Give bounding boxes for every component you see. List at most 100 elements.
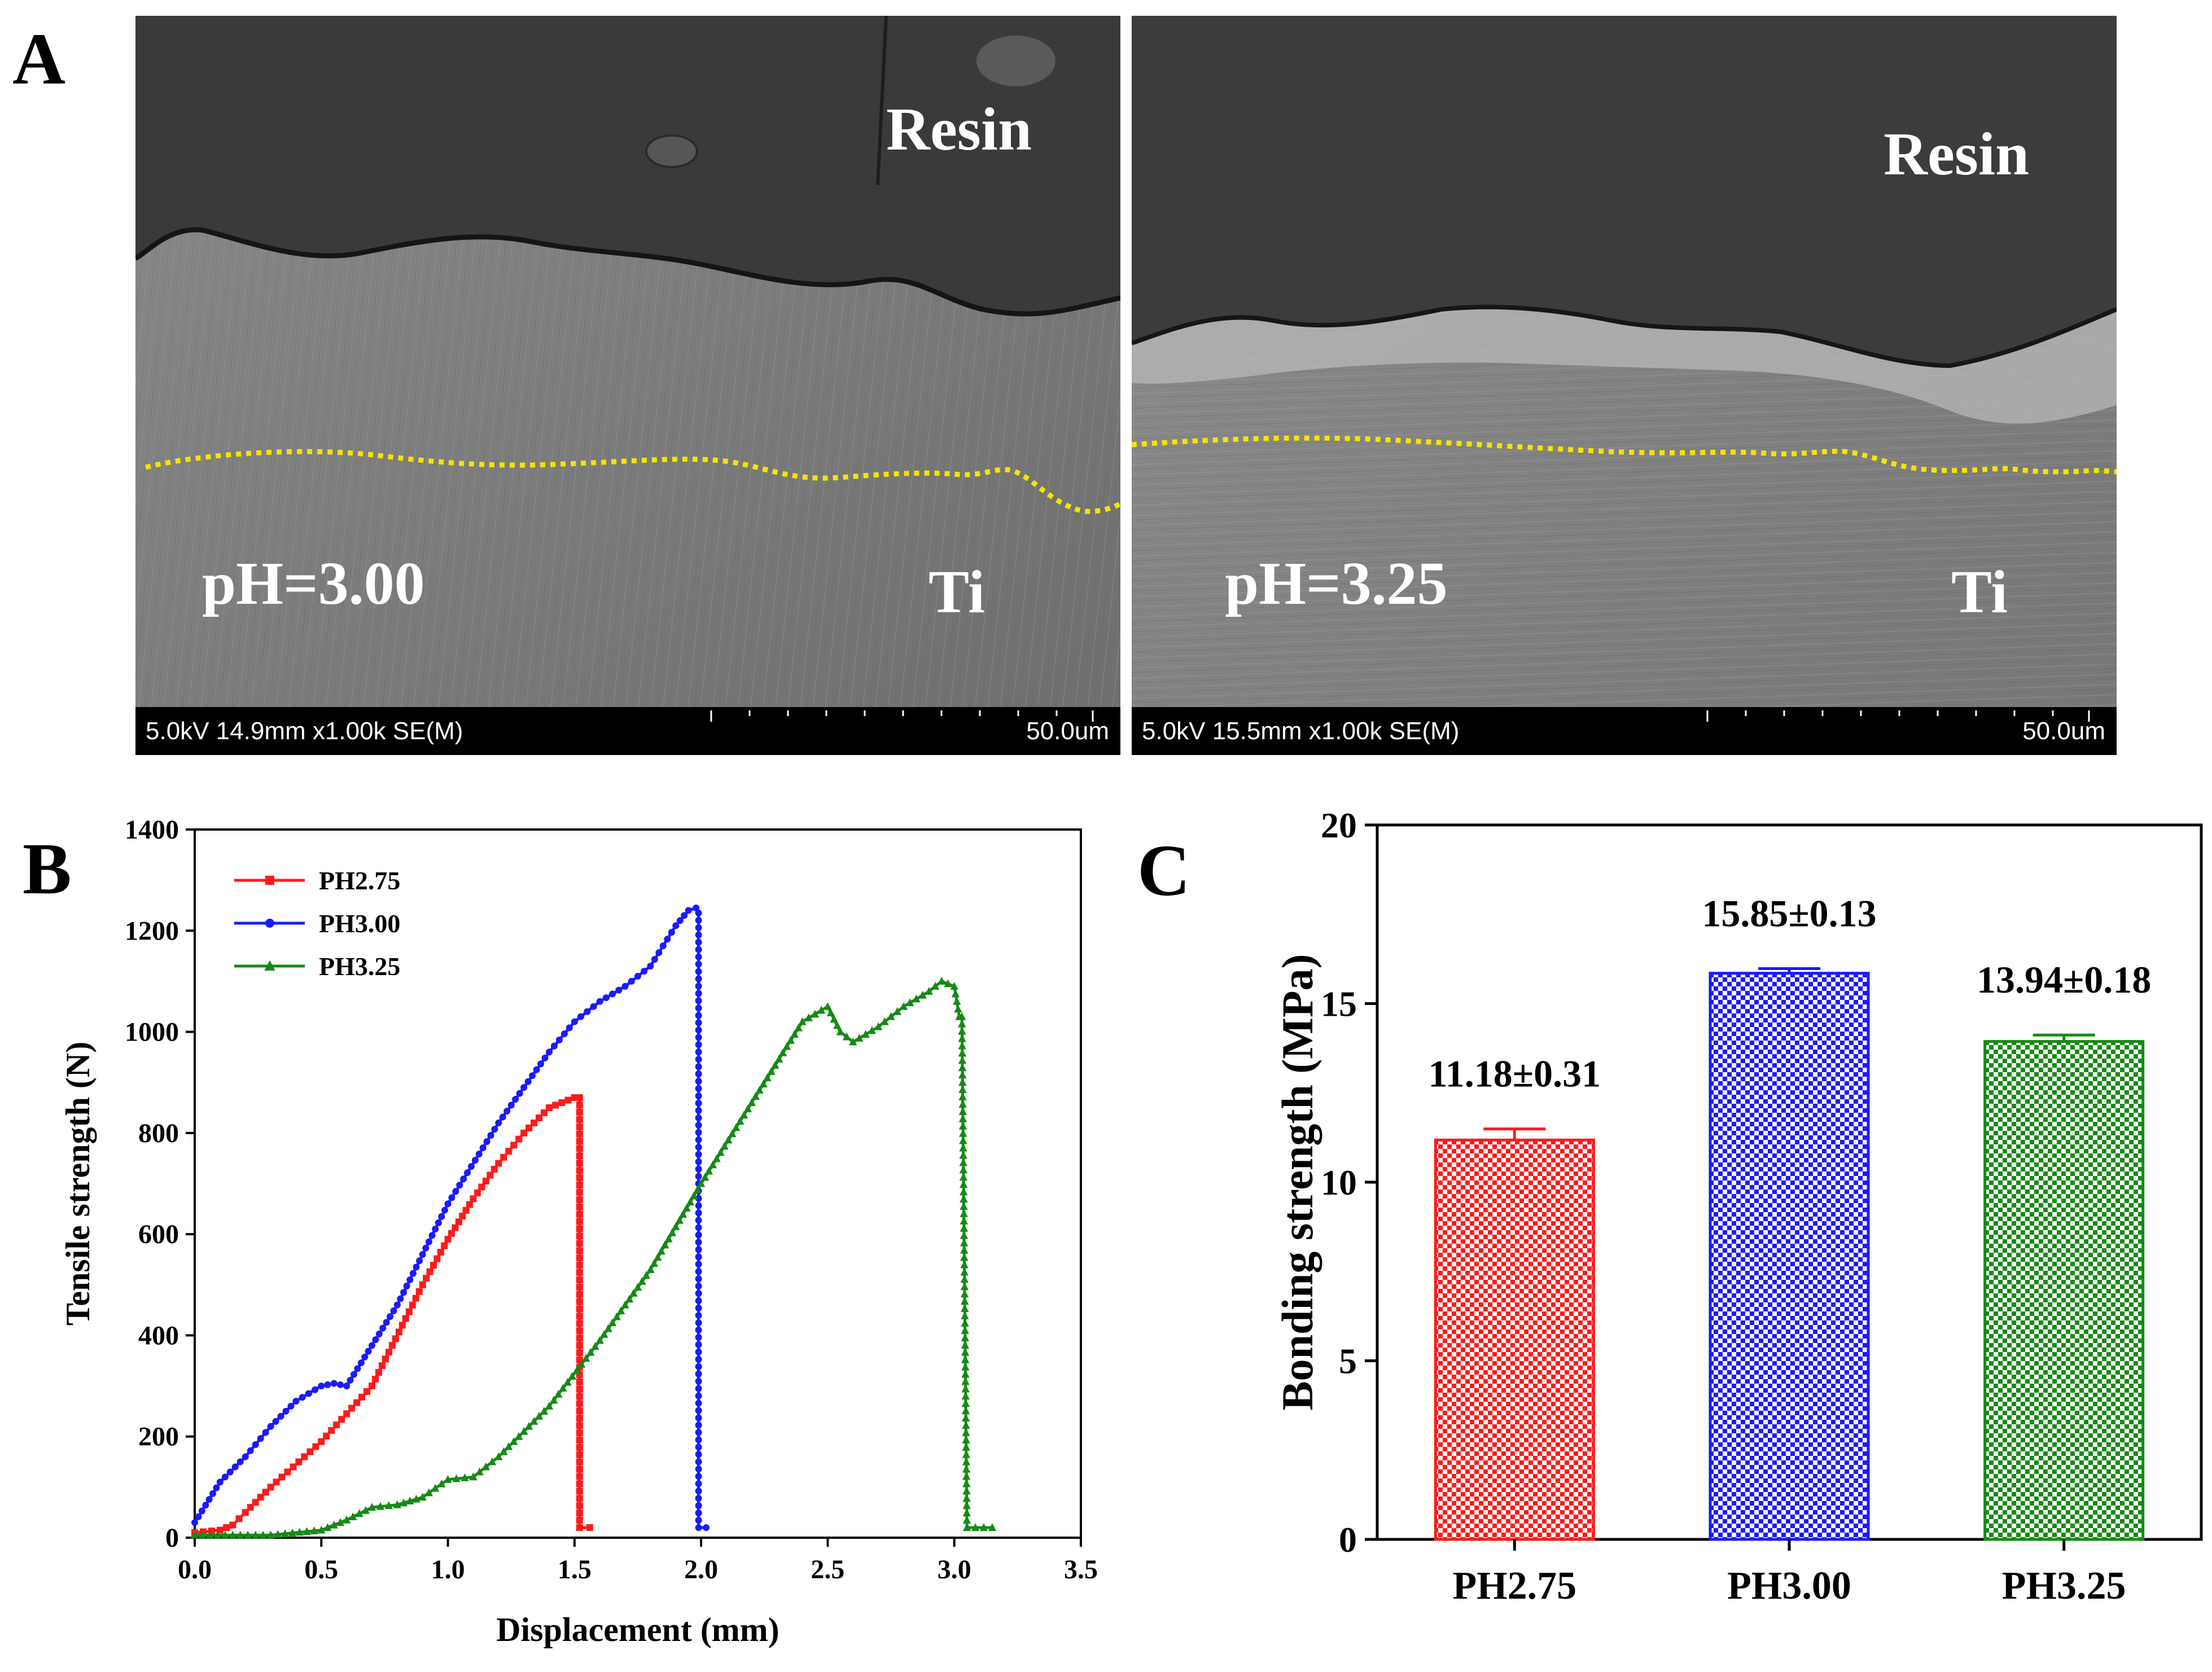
data-point	[962, 1508, 971, 1517]
data-point	[944, 979, 952, 988]
data-point	[577, 1013, 585, 1020]
data-point	[295, 1458, 303, 1465]
data-point	[576, 1152, 583, 1160]
data-point	[664, 1234, 673, 1243]
data-point	[383, 1319, 390, 1326]
data-point	[660, 1240, 669, 1249]
data-point	[267, 1423, 274, 1430]
data-point	[229, 1530, 237, 1539]
legend-label: PH3.25	[319, 952, 400, 981]
data-point	[317, 1525, 326, 1534]
data-point	[432, 1226, 439, 1233]
data-point	[962, 1486, 971, 1495]
data-point	[435, 1219, 442, 1226]
data-point	[426, 1268, 433, 1275]
sem-parameters: 5.0kV 15.5mm x1.00k SE(M)	[1142, 717, 1460, 745]
y-tick-label: 0	[1339, 1520, 1357, 1560]
data-point	[811, 1010, 820, 1018]
data-point	[695, 1143, 702, 1151]
data-point	[960, 1275, 969, 1283]
data-point	[695, 1004, 702, 1012]
data-point	[633, 1283, 642, 1291]
data-point	[959, 1180, 968, 1188]
data-point	[209, 1490, 217, 1497]
data-point	[695, 1158, 702, 1165]
data-point	[695, 1246, 702, 1253]
sem-micrograph-ph300	[135, 16, 1120, 755]
data-point	[198, 1530, 207, 1539]
data-point	[962, 1523, 971, 1531]
data-point	[576, 1480, 583, 1487]
data-point	[576, 1182, 583, 1189]
data-point	[695, 1092, 702, 1100]
data-point	[576, 1465, 583, 1473]
data-point	[471, 1157, 479, 1164]
data-point	[576, 1254, 583, 1262]
data-point	[957, 1012, 966, 1020]
data-point	[695, 1297, 702, 1305]
plot-frame	[194, 828, 1082, 1539]
data-point	[960, 1217, 968, 1225]
bar-PH3.25	[1983, 1040, 2145, 1541]
data-point	[576, 1108, 583, 1116]
data-point	[586, 1524, 593, 1531]
data-point	[576, 1502, 583, 1509]
data-point	[385, 1349, 392, 1356]
data-point	[716, 1148, 725, 1156]
data-point	[191, 1519, 198, 1526]
data-point	[576, 1188, 583, 1196]
data-point	[338, 1416, 345, 1423]
data-point	[487, 1131, 494, 1139]
data-point	[490, 1166, 498, 1173]
data-point	[893, 1007, 901, 1015]
data-point	[390, 1307, 397, 1314]
data-point	[406, 1276, 414, 1283]
data-point	[906, 998, 914, 1007]
data-point	[474, 1189, 481, 1196]
data-point	[576, 1451, 583, 1458]
data-point	[467, 1163, 475, 1170]
data-point	[695, 1421, 702, 1429]
data-point	[950, 982, 958, 990]
data-point	[695, 1224, 702, 1231]
data-point	[491, 1125, 498, 1133]
data-point	[205, 1496, 213, 1503]
data-point	[695, 1129, 702, 1136]
data-point	[962, 1450, 971, 1458]
data-point	[602, 994, 610, 1002]
data-point	[695, 1333, 702, 1341]
ph-label: pH=3.00	[202, 550, 425, 617]
data-point	[960, 1238, 969, 1247]
data-point	[958, 1048, 967, 1057]
series-PH3.00	[191, 904, 710, 1531]
data-point	[576, 1262, 583, 1269]
data-point	[735, 1117, 744, 1125]
data-point	[520, 1084, 528, 1091]
data-point	[495, 1160, 502, 1167]
data-point	[951, 989, 960, 998]
sem-parameters: 5.0kV 14.9mm x1.00k SE(M)	[146, 717, 463, 745]
data-point	[478, 1183, 485, 1191]
data-point	[686, 1197, 695, 1206]
data-point	[695, 1355, 702, 1363]
data-point	[695, 1341, 702, 1348]
data-point	[693, 904, 700, 911]
data-point	[724, 1135, 733, 1144]
data-point	[629, 1288, 638, 1297]
legend-marker	[265, 919, 274, 928]
data-point	[349, 1512, 357, 1521]
data-point	[695, 1524, 702, 1531]
data-point	[576, 1145, 583, 1152]
data-point	[576, 1138, 583, 1145]
data-point	[406, 1497, 414, 1505]
data-point	[412, 1494, 421, 1503]
data-point	[393, 1500, 402, 1508]
data-point	[387, 1313, 394, 1320]
data-point	[959, 1143, 967, 1152]
data-point	[958, 1070, 967, 1079]
data-point	[962, 1479, 971, 1487]
data-point	[634, 972, 641, 980]
data-point	[804, 1013, 813, 1021]
data-point	[576, 1327, 583, 1335]
data-point	[678, 1210, 687, 1218]
